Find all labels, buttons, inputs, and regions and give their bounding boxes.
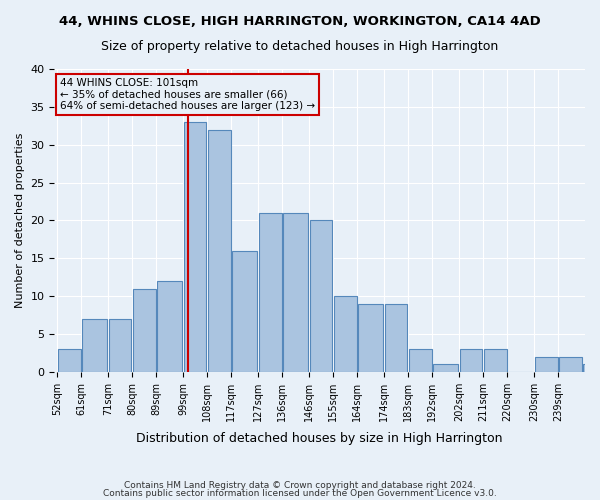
Bar bbox=[334, 296, 356, 372]
Bar bbox=[583, 364, 600, 372]
Bar bbox=[208, 130, 230, 372]
Bar bbox=[385, 304, 407, 372]
Bar bbox=[232, 250, 257, 372]
Bar bbox=[133, 288, 155, 372]
Text: 44, WHINS CLOSE, HIGH HARRINGTON, WORKINGTON, CA14 4AD: 44, WHINS CLOSE, HIGH HARRINGTON, WORKIN… bbox=[59, 15, 541, 28]
Bar bbox=[58, 349, 80, 372]
Bar bbox=[535, 356, 557, 372]
Bar bbox=[433, 364, 458, 372]
Bar bbox=[259, 213, 281, 372]
Bar bbox=[484, 349, 506, 372]
Text: Contains public sector information licensed under the Open Government Licence v3: Contains public sector information licen… bbox=[103, 488, 497, 498]
Text: 44 WHINS CLOSE: 101sqm
← 35% of detached houses are smaller (66)
64% of semi-det: 44 WHINS CLOSE: 101sqm ← 35% of detached… bbox=[60, 78, 315, 112]
Bar bbox=[283, 213, 308, 372]
Text: Contains HM Land Registry data © Crown copyright and database right 2024.: Contains HM Land Registry data © Crown c… bbox=[124, 481, 476, 490]
Bar bbox=[559, 356, 581, 372]
Bar bbox=[82, 319, 107, 372]
Bar bbox=[358, 304, 383, 372]
Text: Size of property relative to detached houses in High Harrington: Size of property relative to detached ho… bbox=[101, 40, 499, 53]
Y-axis label: Number of detached properties: Number of detached properties bbox=[15, 132, 25, 308]
Bar bbox=[310, 220, 332, 372]
Bar bbox=[409, 349, 431, 372]
Bar bbox=[109, 319, 131, 372]
Bar bbox=[184, 122, 206, 372]
Bar bbox=[157, 281, 182, 372]
Bar bbox=[460, 349, 482, 372]
X-axis label: Distribution of detached houses by size in High Harrington: Distribution of detached houses by size … bbox=[136, 432, 503, 445]
